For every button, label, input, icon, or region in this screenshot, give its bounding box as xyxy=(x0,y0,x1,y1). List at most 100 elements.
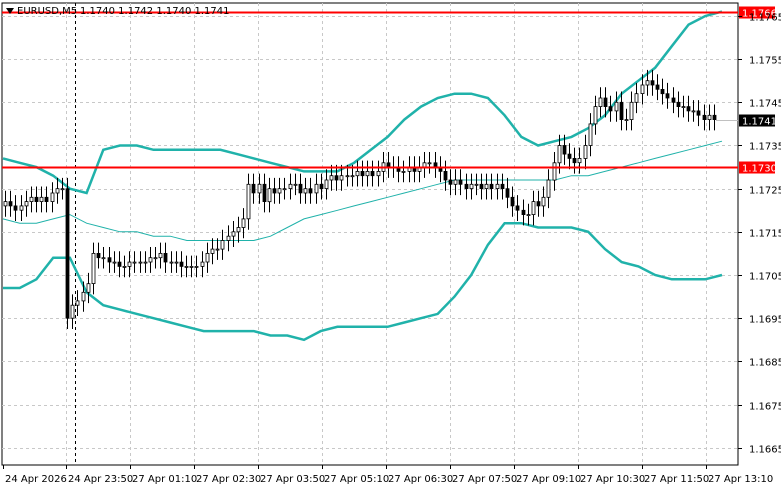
candle-bear xyxy=(521,209,526,216)
candle-bull xyxy=(19,205,24,211)
candle-bull xyxy=(277,188,282,194)
candle-bull xyxy=(210,248,215,254)
candle-bull xyxy=(70,304,75,319)
time-tick-label: 27 Apr 11:50 xyxy=(644,474,709,485)
chart-header: EURUSD,M5 1.1740 1.1742 1.1740 1.1741 xyxy=(6,6,230,17)
candle-bear xyxy=(251,183,256,194)
candle-bull xyxy=(50,192,55,203)
price-levels: 1.1766 1.1730 1.1741 xyxy=(2,6,777,175)
price-tick-label: 1.1705 xyxy=(749,272,781,283)
candle-bear xyxy=(562,145,567,155)
candle-bull xyxy=(267,188,272,203)
candle-bear xyxy=(619,101,624,121)
candle-bear xyxy=(712,114,717,121)
candle-bull xyxy=(127,261,132,267)
candle-bull xyxy=(427,162,432,165)
candles xyxy=(3,69,717,329)
candle-bull xyxy=(422,162,427,168)
candle-bull xyxy=(174,261,179,264)
candle-bull xyxy=(640,84,645,95)
candle-bear xyxy=(44,196,49,203)
candle-bear xyxy=(696,110,701,116)
price-tick-label: 1.1675 xyxy=(749,402,781,413)
time-tick-label: 27 Apr 02:30 xyxy=(196,474,261,485)
candle-bull xyxy=(288,183,293,190)
candle-bull xyxy=(355,170,360,177)
candle-bull xyxy=(215,248,220,251)
candle-bull xyxy=(3,201,8,207)
candle-bear xyxy=(117,261,122,267)
candle-bull xyxy=(226,235,231,241)
candle-bear xyxy=(262,183,267,203)
candle-bear xyxy=(370,170,375,177)
candle-bull xyxy=(138,261,143,264)
candle-bull xyxy=(194,265,199,268)
candle-bear xyxy=(433,162,438,168)
candle-bear xyxy=(479,183,484,190)
candle-bear xyxy=(702,114,707,121)
candle-bear xyxy=(500,183,505,190)
time-tick-label: 27 Apr 05:10 xyxy=(324,474,389,485)
candle-bear xyxy=(567,153,572,159)
candle-bull xyxy=(112,261,117,264)
price-tick-label: 1.1735 xyxy=(749,142,781,153)
candle-bull xyxy=(350,175,355,178)
candle-bear xyxy=(107,257,112,263)
candle-bull xyxy=(598,97,603,108)
current-price-label-bg xyxy=(739,114,775,127)
candle-bull xyxy=(541,196,546,207)
candle-bull xyxy=(91,252,96,284)
candle-bull xyxy=(453,179,458,185)
candle-bull xyxy=(220,240,225,250)
candle-bull xyxy=(241,218,246,228)
candle-bear xyxy=(650,80,655,86)
candle-bull xyxy=(469,183,474,190)
candle-bull xyxy=(86,283,91,293)
candle-bull xyxy=(614,101,619,112)
time-tick-label: 27 Apr 07:50 xyxy=(452,474,517,485)
candle-bull xyxy=(132,261,137,264)
candle-bull xyxy=(282,188,287,191)
candle-bull xyxy=(583,145,588,159)
price-tick-label: 1.1715 xyxy=(749,229,781,240)
candle-bull xyxy=(231,231,236,237)
time-tick-label: 27 Apr 13:10 xyxy=(708,474,773,485)
price-level-label-bg xyxy=(739,6,775,19)
candle-bear xyxy=(386,162,391,168)
candle-bear xyxy=(34,196,39,203)
candle-bull xyxy=(148,257,153,263)
price-level-label: 1.1730 xyxy=(742,164,777,175)
candle-bear xyxy=(8,201,13,207)
candle-bull xyxy=(303,188,308,194)
time-tick-label: 27 Apr 06:30 xyxy=(388,474,453,485)
price-tick-label: 1.1765 xyxy=(749,13,781,24)
candle-bear xyxy=(13,205,18,211)
candle-bull xyxy=(205,252,210,263)
candle-bear xyxy=(660,89,665,95)
candle-bull xyxy=(593,106,598,125)
candle-bear xyxy=(334,175,339,181)
price-tick-label: 1.1665 xyxy=(749,445,781,456)
candle-bull xyxy=(314,183,319,194)
candle-bear xyxy=(608,106,613,112)
price-level-label-bg xyxy=(739,161,775,174)
price-level-label: 1.1766 xyxy=(742,9,777,20)
candle-bull xyxy=(681,106,686,108)
candle-bear xyxy=(308,188,313,194)
candle-bear xyxy=(298,183,303,194)
candle-bull xyxy=(577,157,582,164)
candle-bear xyxy=(665,93,670,99)
candle-bear xyxy=(179,261,184,267)
candle-bull xyxy=(345,175,350,178)
candle-bull xyxy=(526,214,531,217)
time-tick-label: 24 Apr 2026 xyxy=(5,474,67,485)
time-tick-label: 27 Apr 10:30 xyxy=(580,474,645,485)
price-axis: 1.1765 1.1755 1.1745 1.1735 1.1725 1.1715 1.17… xyxy=(738,13,781,456)
candle-bear xyxy=(96,252,101,259)
candle-bull xyxy=(691,110,696,113)
triangle-down-icon[interactable] xyxy=(6,8,14,14)
candle-bull xyxy=(376,170,381,177)
